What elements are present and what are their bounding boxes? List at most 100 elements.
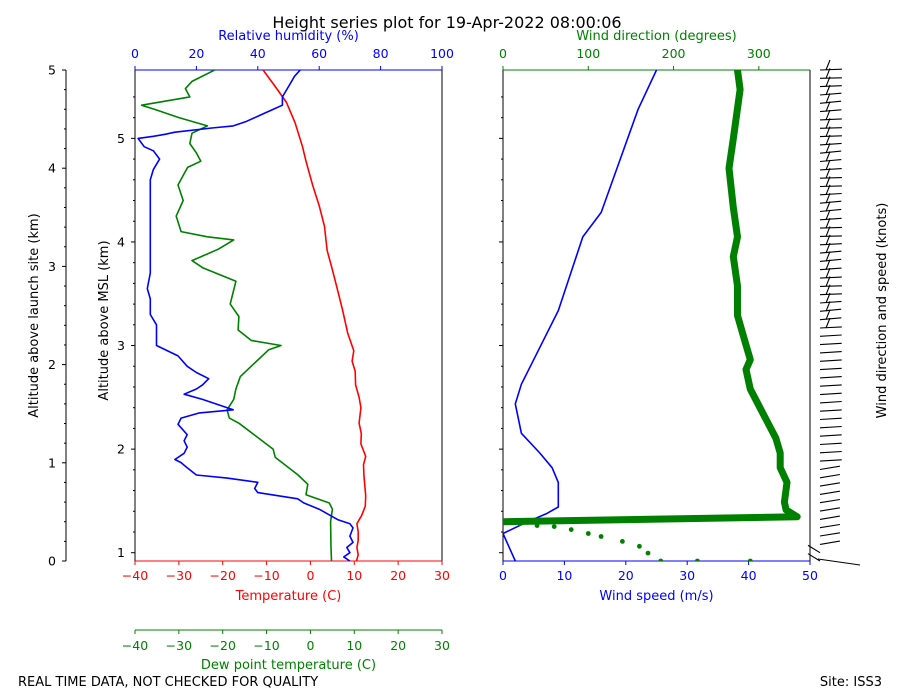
wind-direction-point bbox=[777, 450, 783, 456]
wind-direction-point bbox=[658, 558, 664, 561]
wind-barb-shaft bbox=[819, 334, 842, 337]
wind-barb-shaft bbox=[819, 490, 840, 495]
wind-direction-point bbox=[730, 205, 736, 210]
wind-barb-shaft bbox=[819, 168, 842, 171]
wind-barb-shaft bbox=[819, 400, 842, 404]
wind-barb-shaft bbox=[819, 367, 842, 371]
temperature-line bbox=[262, 70, 367, 561]
dewpoint-tick-label: −40 bbox=[122, 638, 148, 653]
wind-barb-shaft bbox=[819, 409, 842, 412]
wind-barb-shaft bbox=[819, 150, 842, 154]
wind-barb-feather bbox=[825, 301, 831, 312]
wind-direction-tick-label: 200 bbox=[662, 46, 686, 61]
wind-barb-feather bbox=[825, 201, 831, 212]
msl-tick-label: 1 bbox=[117, 545, 125, 560]
wind-direction-point bbox=[695, 558, 700, 561]
wind-barb-shaft bbox=[819, 192, 842, 196]
wind-speed-tick-label: 0 bbox=[499, 568, 507, 583]
chart-title: Height series plot for 19-Apr-2022 08:00… bbox=[272, 13, 621, 32]
wind-speed-tick-label: 20 bbox=[618, 568, 634, 583]
wind-direction-point bbox=[784, 480, 790, 485]
wind-direction-point bbox=[777, 465, 783, 471]
dewpoint-axis-label: Dew point temperature (C) bbox=[201, 658, 376, 673]
wind-barb-feather bbox=[825, 93, 831, 104]
rh-axis-label: Relative humidity (%) bbox=[218, 29, 359, 44]
wind-barb-shaft bbox=[819, 482, 840, 487]
wind-speed-line bbox=[503, 70, 658, 561]
wind-barb-shaft bbox=[819, 293, 842, 296]
msl-tick-label: 3 bbox=[117, 338, 125, 353]
wind-barb-shaft bbox=[819, 118, 842, 121]
wind-direction-point bbox=[645, 550, 651, 556]
wind-barb-shaft bbox=[819, 200, 842, 204]
wind-barb-shaft bbox=[819, 142, 842, 146]
wind-direction-point bbox=[735, 313, 740, 318]
wind-direction-point bbox=[726, 165, 732, 171]
wind-barb-shaft bbox=[819, 308, 842, 312]
wind-barb-shaft bbox=[819, 267, 842, 271]
wind-direction-tick-label: 0 bbox=[499, 46, 507, 61]
wind-direction-point bbox=[782, 499, 787, 505]
wind-barb-shaft bbox=[819, 276, 842, 279]
left-panel-series bbox=[137, 70, 367, 561]
wind-direction-point bbox=[735, 234, 740, 240]
wind-direction-point bbox=[534, 523, 540, 528]
wind-direction-point bbox=[503, 519, 506, 525]
wind-barb-shaft bbox=[819, 540, 840, 545]
agl-tick-label: 3 bbox=[48, 259, 56, 274]
dewpoint-tick-label: −30 bbox=[166, 638, 192, 653]
wind-barb-shaft bbox=[819, 326, 842, 329]
temperature-tick-label: 30 bbox=[434, 568, 450, 583]
wind-direction-point bbox=[730, 254, 736, 259]
rh-tick-label: 60 bbox=[311, 46, 327, 61]
wind-direction-point bbox=[735, 283, 740, 289]
wind-direction-point bbox=[735, 70, 740, 73]
wind-barb-axis-label: Wind direction and speed (knots) bbox=[875, 203, 890, 419]
wind-barb-shaft bbox=[819, 159, 842, 163]
wind-barb-feather bbox=[825, 317, 831, 329]
wind-barb-shaft bbox=[819, 317, 842, 321]
wind-direction-point bbox=[783, 507, 789, 513]
wind-direction-point bbox=[637, 543, 642, 549]
wind-barb-shaft bbox=[819, 465, 840, 471]
wind-barb-shaft bbox=[819, 417, 842, 421]
wind-barb-shaft bbox=[819, 135, 842, 138]
wind-direction-point bbox=[620, 539, 625, 544]
wind-barb-shaft bbox=[819, 243, 842, 246]
wind-barbs bbox=[807, 59, 861, 566]
agl-tick-label: 0 bbox=[48, 554, 56, 569]
wind-barb-shaft bbox=[819, 185, 842, 188]
wind-direction-point bbox=[743, 342, 749, 348]
rh-tick-label: 20 bbox=[188, 46, 204, 61]
wind-direction-point bbox=[747, 558, 753, 561]
wind-direction-point bbox=[773, 435, 779, 441]
wind-direction-point bbox=[747, 357, 753, 363]
rh-tick-label: 80 bbox=[373, 46, 389, 61]
wind-barb-shaft bbox=[819, 250, 842, 254]
dewpoint-tick-label: 0 bbox=[306, 638, 314, 653]
wind-barb-shaft bbox=[819, 208, 842, 213]
wind-barb-feather bbox=[825, 259, 831, 270]
rh-tick-label: 100 bbox=[430, 46, 454, 61]
wind-barb-shaft bbox=[819, 226, 842, 229]
wind-barb-shaft bbox=[819, 515, 840, 520]
temperature-tick-label: 20 bbox=[390, 568, 406, 583]
wind-direction-point bbox=[747, 386, 753, 392]
wind-barb-feather bbox=[825, 142, 831, 154]
msl-tick-label: 2 bbox=[117, 442, 125, 457]
wind-barb-feather bbox=[825, 209, 831, 221]
temperature-tick-label: 0 bbox=[306, 568, 314, 583]
wind-barb-feather bbox=[825, 251, 831, 262]
temperature-tick-label: −20 bbox=[210, 568, 236, 583]
dewpoint-tick-label: −20 bbox=[210, 638, 236, 653]
wind-barb-feather bbox=[825, 267, 831, 279]
msl-axis-label: Altitude above MSL (km) bbox=[97, 240, 112, 400]
wind-direction-point bbox=[737, 87, 743, 92]
msl-tick-label: 5 bbox=[117, 131, 125, 146]
wind-barb-shaft bbox=[819, 459, 842, 462]
wind-direction-point bbox=[760, 411, 766, 417]
rh-line bbox=[137, 70, 354, 561]
rh-tick-label: 0 bbox=[131, 46, 139, 61]
